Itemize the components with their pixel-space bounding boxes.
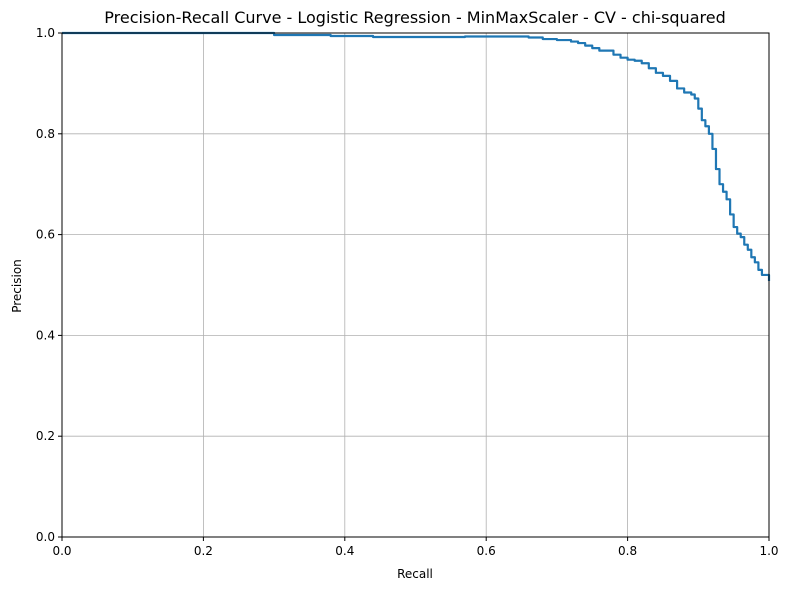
x-tick-label: 1.0 bbox=[759, 544, 778, 558]
series-line-precision-recall bbox=[62, 31, 771, 281]
y-tick-label: 0.6 bbox=[36, 228, 55, 242]
y-tick-label: 0.8 bbox=[36, 127, 55, 141]
y-tick-label: 0.0 bbox=[36, 530, 55, 544]
grid bbox=[61, 32, 770, 538]
x-axis-label: Recall bbox=[397, 567, 433, 581]
x-tick-label: 0.4 bbox=[335, 544, 354, 558]
chart-title: Precision-Recall Curve - Logistic Regres… bbox=[104, 8, 725, 27]
y-tick-label: 0.4 bbox=[36, 328, 55, 342]
ticks: 0.0 0.2 0.4 0.6 0.8 1.0 0.0 0.2 0.4 0.6 0.8 1.0 bbox=[36, 26, 779, 558]
x-tick-label: 0.8 bbox=[618, 544, 637, 558]
plot-frame bbox=[61, 32, 770, 538]
y-tick-label: 1.0 bbox=[36, 26, 55, 40]
x-tick-label: 0.0 bbox=[52, 544, 71, 558]
x-tick-label: 0.2 bbox=[194, 544, 213, 558]
y-tick-label: 0.2 bbox=[36, 429, 55, 443]
x-tick-label: 0.6 bbox=[477, 544, 496, 558]
y-axis-label: Precision bbox=[10, 259, 24, 313]
